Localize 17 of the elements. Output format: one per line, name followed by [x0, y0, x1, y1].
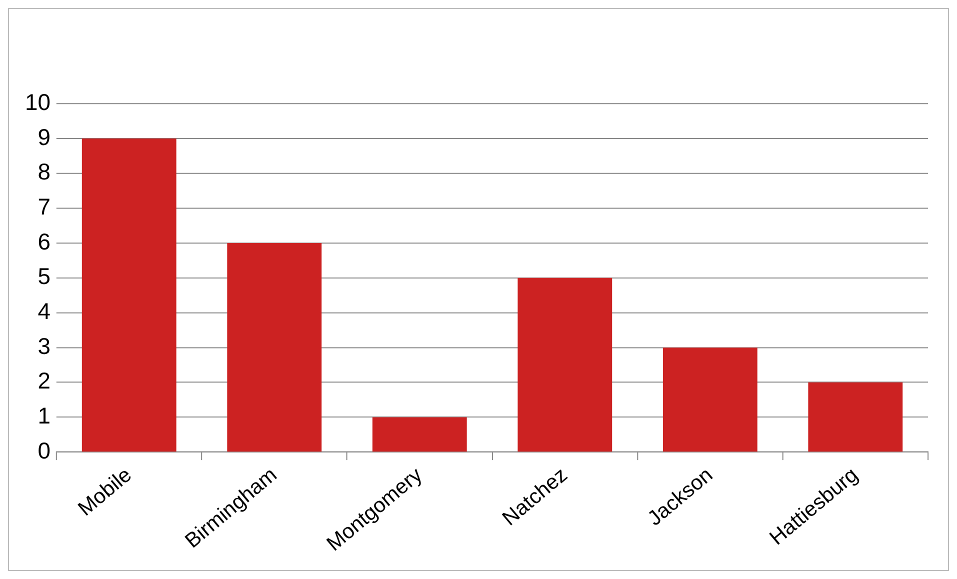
y-tick-label: 3: [38, 332, 50, 359]
bar: [518, 278, 612, 452]
y-tick-label: 5: [38, 263, 50, 290]
y-tick-label: 9: [38, 124, 50, 150]
bar: [82, 138, 176, 452]
y-tick-label: 1: [38, 402, 50, 429]
y-tick-label: 0: [38, 437, 50, 464]
bar: [227, 243, 322, 452]
y-tick-label: 6: [38, 228, 50, 254]
y-tick-label: 2: [38, 368, 50, 394]
y-tick-label: 8: [38, 158, 50, 185]
y-tick-label: 7: [38, 194, 50, 220]
bar: [808, 382, 903, 452]
bar: [662, 348, 758, 452]
y-tick-label: 10: [24, 89, 50, 115]
y-tick-label: 4: [38, 298, 51, 324]
bar: [372, 417, 467, 452]
